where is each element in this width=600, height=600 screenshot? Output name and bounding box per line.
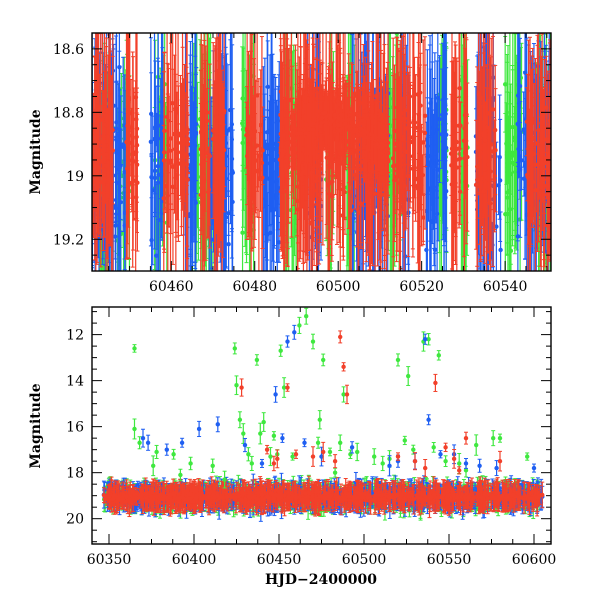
top-point bbox=[356, 210, 362, 215]
top-point bbox=[240, 230, 245, 235]
top-point bbox=[193, 126, 198, 131]
top-point bbox=[494, 224, 499, 229]
top-point bbox=[101, 172, 107, 177]
top-point bbox=[164, 114, 170, 119]
top-point bbox=[250, 117, 256, 122]
top-point bbox=[498, 247, 503, 253]
top-point bbox=[224, 131, 229, 136]
top-point bbox=[257, 153, 263, 159]
top-point bbox=[502, 82, 508, 87]
top-point bbox=[110, 127, 115, 133]
top-point bbox=[198, 192, 203, 198]
top-point bbox=[103, 163, 109, 168]
top-point bbox=[430, 164, 436, 170]
top-point bbox=[443, 103, 448, 108]
top-point bbox=[127, 96, 132, 102]
top-point bbox=[273, 146, 278, 151]
top-point bbox=[170, 101, 175, 106]
top-point bbox=[92, 180, 96, 185]
top-point bbox=[203, 108, 208, 114]
top-point bbox=[254, 93, 260, 98]
top-point bbox=[431, 215, 437, 221]
top-point bbox=[352, 172, 357, 178]
top-point bbox=[503, 211, 508, 217]
top-point bbox=[515, 121, 520, 127]
top-point bbox=[432, 247, 438, 252]
top-point bbox=[221, 147, 227, 153]
top-point bbox=[159, 172, 164, 177]
top-point bbox=[184, 137, 189, 142]
top-point bbox=[168, 148, 173, 153]
top-panel: 60460 60480 60500 60520 6054018.618.81919.2 … bbox=[28, 32, 552, 295]
top-point bbox=[260, 175, 265, 180]
top-point bbox=[268, 151, 274, 156]
top-point bbox=[113, 234, 118, 239]
top-point bbox=[218, 121, 223, 126]
top-point bbox=[130, 157, 135, 162]
top-point bbox=[173, 175, 179, 180]
top-point bbox=[435, 167, 441, 172]
top-point bbox=[344, 185, 350, 190]
top-point bbox=[351, 216, 356, 221]
top-point bbox=[213, 161, 219, 166]
top-point bbox=[518, 167, 523, 172]
top-point bbox=[106, 177, 111, 182]
top-point bbox=[374, 93, 379, 98]
top-point bbox=[193, 131, 199, 137]
top-point bbox=[428, 188, 434, 193]
top-point bbox=[240, 127, 246, 132]
top-point bbox=[96, 117, 101, 122]
top-point bbox=[153, 113, 159, 119]
top-point bbox=[117, 64, 122, 70]
top-point bbox=[262, 180, 268, 185]
top-point bbox=[510, 124, 516, 130]
top-point bbox=[187, 211, 193, 217]
top-panel-data bbox=[92, 33, 551, 271]
top-point bbox=[442, 107, 447, 113]
top-point bbox=[113, 205, 119, 211]
top-point bbox=[439, 132, 444, 137]
top-point bbox=[200, 128, 206, 134]
top-point bbox=[521, 127, 526, 132]
top-point bbox=[211, 128, 216, 133]
top-point bbox=[165, 193, 171, 198]
top-point bbox=[387, 96, 393, 101]
top-point bbox=[513, 138, 518, 144]
top-point bbox=[226, 241, 231, 247]
top-point bbox=[340, 213, 345, 218]
top-point bbox=[265, 84, 270, 90]
top-point bbox=[229, 137, 235, 142]
top-point bbox=[248, 114, 253, 119]
top-point bbox=[207, 153, 212, 159]
top-point bbox=[135, 180, 140, 185]
top-point bbox=[149, 111, 154, 117]
top-point bbox=[255, 168, 261, 173]
top-point bbox=[98, 159, 104, 164]
top-point bbox=[206, 187, 212, 192]
top-point bbox=[175, 131, 181, 136]
top-point bbox=[435, 95, 441, 101]
top-point bbox=[155, 164, 161, 169]
top-point bbox=[252, 129, 258, 134]
top-point bbox=[149, 237, 154, 243]
top-point bbox=[425, 143, 430, 149]
top-point bbox=[221, 109, 226, 114]
top-point bbox=[200, 168, 205, 173]
top-point bbox=[497, 154, 502, 160]
top-point bbox=[246, 141, 251, 147]
top-point bbox=[153, 125, 158, 130]
top-point bbox=[161, 196, 166, 201]
top-point bbox=[226, 210, 231, 216]
top-point bbox=[178, 150, 184, 155]
top-point bbox=[443, 188, 449, 194]
top-point bbox=[507, 188, 512, 194]
